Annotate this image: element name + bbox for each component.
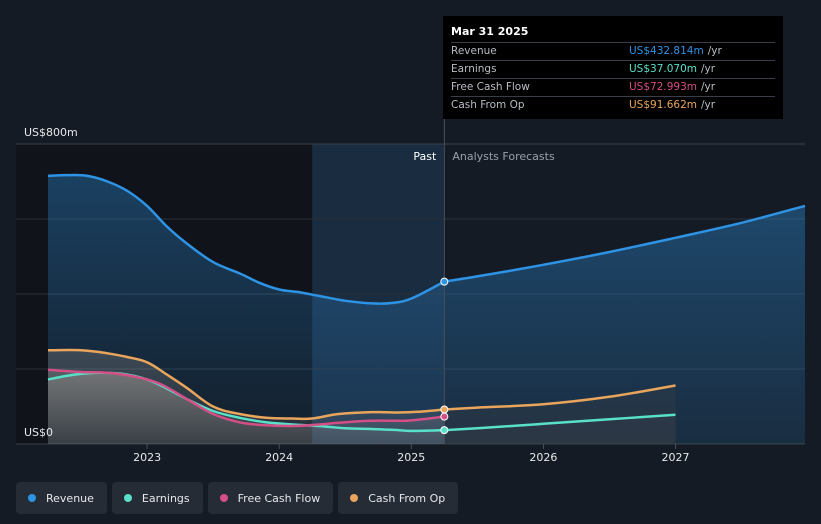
series-lines [47, 173, 806, 433]
legend: Revenue Earnings Free Cash Flow Cash From O… [16, 482, 459, 514]
tooltip-label: Revenue [451, 45, 497, 57]
tooltip-label: Earnings [451, 63, 497, 75]
free-cash-flow-marker [440, 412, 449, 421]
earnings-marker [440, 426, 449, 435]
past-label: Past [413, 150, 437, 163]
x-axis: 2023 2024 2025 2026 2027 [133, 444, 690, 464]
tooltip-date: Mar 31 2025 [451, 25, 529, 38]
tooltip-row: Cash From Op US$91.662m/yr [451, 96, 775, 114]
x-tick-label: 2027 [662, 451, 690, 464]
forecast-label: Analysts Forecasts [452, 150, 555, 163]
legend-label: Cash From Op [368, 491, 446, 505]
legend-item-earnings[interactable]: Earnings [111, 482, 203, 514]
tooltip-label: Cash From Op [451, 99, 525, 111]
cash-from-op-area [48, 350, 445, 444]
legend-item-revenue[interactable]: Revenue [16, 482, 107, 514]
legend-label: Revenue [46, 491, 94, 505]
tooltip-row: Revenue US$432.814m/yr [451, 42, 775, 60]
legend-label: Free Cash Flow [237, 491, 321, 505]
tooltip-row: Earnings US$37.070m/yr [451, 60, 775, 78]
cash-from-op-past-line [47, 348, 445, 421]
tooltip-value: US$37.070m [629, 63, 697, 75]
revenue-area [48, 175, 805, 444]
revenue-marker [440, 277, 449, 286]
tooltip-row: Free Cash Flow US$72.993m/yr [451, 78, 775, 96]
legend-item-free-cash-flow[interactable]: Free Cash Flow [207, 482, 334, 514]
cash-from-op-forecast-area [444, 385, 676, 444]
series-markers [440, 277, 449, 435]
tooltip-value: US$72.993m [629, 81, 697, 93]
cash-from-op-forecast-line [444, 384, 676, 411]
legend-dot-icon [350, 494, 359, 502]
x-tick-label: 2026 [529, 451, 557, 464]
earnings-forecast-line [444, 413, 676, 432]
revenue-forecast-line [444, 204, 806, 283]
revenue-past-line [47, 173, 445, 305]
tooltip-unit: /yr [701, 99, 716, 111]
legend-label: Earnings [141, 491, 190, 505]
tooltip-label: Free Cash Flow [451, 81, 530, 93]
legend-dot-icon [28, 494, 36, 502]
revenue-forecast-area [444, 205, 805, 444]
x-tick-label: 2023 [133, 451, 161, 464]
series-areas [48, 175, 805, 444]
chart: US$800m US$0 Past Analysts Forecasts 202… [16, 16, 806, 464]
earnings-forecast-area [444, 414, 676, 444]
legend-item-cash-from-op[interactable]: Cash From Op [338, 482, 459, 514]
tooltip-unit: /yr [701, 81, 716, 93]
legend-dot-icon [123, 494, 132, 502]
tooltip: Mar 31 2025 Revenue US$432.814m/yr Earning… [443, 16, 783, 119]
y-axis-bottom-label: US$0 [24, 426, 53, 439]
tooltip-unit: /yr [701, 63, 716, 75]
tooltip-unit: /yr [707, 45, 722, 57]
tooltip-value: US$91.662m [629, 99, 697, 111]
tooltip-value: US$432.814m [629, 45, 704, 57]
free-cash-flow-past-line [47, 368, 445, 428]
x-tick-label: 2025 [397, 451, 425, 464]
x-tick-label: 2024 [265, 451, 293, 464]
legend-dot-icon [219, 494, 228, 502]
y-axis-top-label: US$800m [24, 126, 78, 139]
cash-from-op-marker [440, 405, 449, 414]
